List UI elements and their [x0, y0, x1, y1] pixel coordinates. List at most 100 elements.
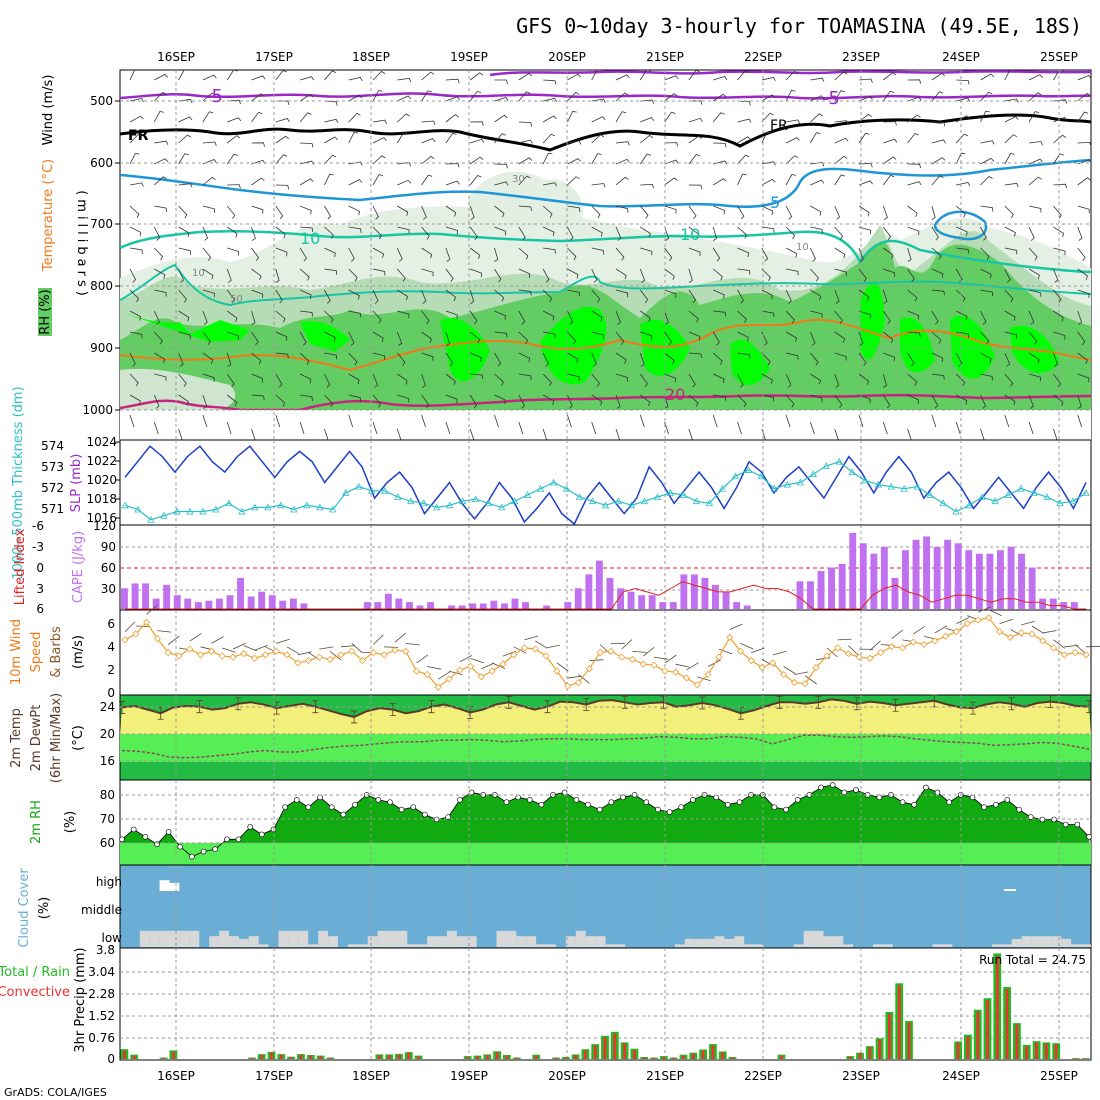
wind-barb — [931, 414, 937, 428]
wind-barb — [882, 289, 888, 304]
rh2m-marker — [596, 806, 603, 813]
wind10-marker — [423, 670, 431, 679]
wind10-barb — [977, 606, 992, 613]
wind-barb — [713, 394, 726, 401]
wind-barb — [615, 176, 629, 186]
wind10-label-c: & Barbs — [49, 626, 64, 678]
thickness-marker — [900, 484, 908, 492]
wind10-marker — [758, 663, 766, 672]
cape-bar — [944, 539, 952, 609]
cloud-low-bar — [229, 936, 239, 947]
precip-convective-bar — [1084, 1058, 1087, 1059]
precip-tick: 0.76 — [88, 1031, 115, 1045]
wind10-marker — [618, 653, 626, 661]
wind-barb — [421, 205, 427, 220]
wind-barb — [542, 133, 555, 144]
temp2m-fill — [120, 699, 1091, 734]
wind-barb — [907, 79, 922, 84]
temp2m-panel: 24 20 16 2m Temp 2m DewPt (6hr Min/Max) (°… — [9, 693, 1092, 783]
wind10-marker — [607, 647, 615, 655]
wind-barb — [591, 352, 597, 367]
wind-barb — [591, 289, 601, 303]
wind-barb — [567, 414, 572, 428]
thickness-marker — [355, 482, 363, 490]
wind-barb — [202, 226, 209, 241]
wind10-marker — [823, 652, 831, 660]
date-label-bottom: 23SEP — [842, 1069, 880, 1083]
cape-bar — [849, 532, 857, 609]
temp2m-minmax-bar — [351, 710, 358, 724]
cloud-low-bar — [1021, 936, 1032, 947]
wind-barb — [154, 205, 167, 213]
wind-barb — [688, 226, 699, 239]
wind-barb — [931, 175, 944, 186]
rh2m-marker — [526, 796, 533, 803]
temp2m-minmax-bar — [969, 701, 976, 715]
wind10-marker — [315, 653, 323, 661]
wind-barb — [421, 414, 426, 428]
rh2m-marker — [503, 799, 510, 806]
thickness-marker — [394, 493, 402, 500]
contour-label-minus5-right: -5 — [822, 88, 840, 109]
rh2m-marker — [829, 782, 836, 788]
wind-barb — [299, 76, 315, 81]
wind-barb — [518, 310, 526, 325]
wind10-marker — [769, 659, 777, 667]
wind-barb — [1077, 92, 1091, 102]
precip-convective-bar — [289, 1057, 293, 1059]
wind-barb — [834, 428, 839, 440]
wind-legend-label: Wind (m/s) — [41, 75, 56, 146]
wind-barb — [469, 226, 478, 241]
wind10-barb — [654, 656, 669, 660]
contour-labels: -5 -5 FR FR 5 10 10 20 30 10 10 50 — [128, 86, 840, 404]
thickness-marker — [705, 499, 714, 507]
wind10-barb — [319, 646, 334, 650]
precip-convective-bar — [956, 1042, 960, 1059]
wind-barb — [348, 161, 363, 166]
wind-barb — [591, 268, 598, 283]
thickness-marker — [822, 462, 830, 469]
wind10-marker — [531, 645, 539, 653]
rh2m-marker — [585, 801, 591, 808]
cloud-high-bar — [169, 882, 180, 891]
wind-barb — [810, 226, 823, 234]
wind-barb — [129, 352, 136, 367]
cape-bar — [1049, 598, 1057, 609]
tick-label: 900 — [90, 341, 113, 355]
wind-barb — [494, 352, 502, 367]
wind10-marker — [358, 657, 367, 665]
wind-barb — [737, 394, 747, 408]
wind10-barb — [211, 636, 224, 644]
wind10-marker — [834, 644, 842, 652]
precip-convective-bar — [593, 1045, 597, 1059]
wind-barb — [1077, 414, 1083, 428]
wind-barb — [737, 421, 742, 435]
wind-barb — [737, 173, 747, 186]
wind-barb — [275, 247, 288, 257]
wind-barb — [445, 96, 460, 102]
wind10-barb — [751, 647, 765, 653]
slp-frame — [119, 439, 1092, 526]
wind10-barb — [664, 654, 677, 664]
cape-bar — [828, 567, 835, 609]
wind-barb — [713, 205, 725, 215]
wind-barb — [445, 163, 460, 168]
temp2m-minmax-bar — [273, 701, 280, 715]
wind10-barb — [556, 662, 569, 672]
rh2m-marker — [538, 801, 545, 808]
wind10-marker — [628, 655, 637, 664]
wind-barb — [664, 247, 673, 262]
wind-barb — [469, 175, 482, 186]
wind-barb — [372, 71, 386, 81]
wind-barb — [227, 331, 239, 340]
thickness-marker — [368, 486, 376, 494]
precip-convective-bar — [309, 1055, 313, 1059]
wind-barb — [202, 268, 214, 280]
wind-barb — [761, 373, 773, 384]
wind-barb — [348, 205, 360, 216]
rh2m-marker — [468, 789, 475, 796]
wind10-barb — [276, 638, 290, 644]
thickness-marker — [134, 505, 142, 513]
wind-barb — [688, 310, 699, 323]
cape-bar — [363, 602, 371, 609]
